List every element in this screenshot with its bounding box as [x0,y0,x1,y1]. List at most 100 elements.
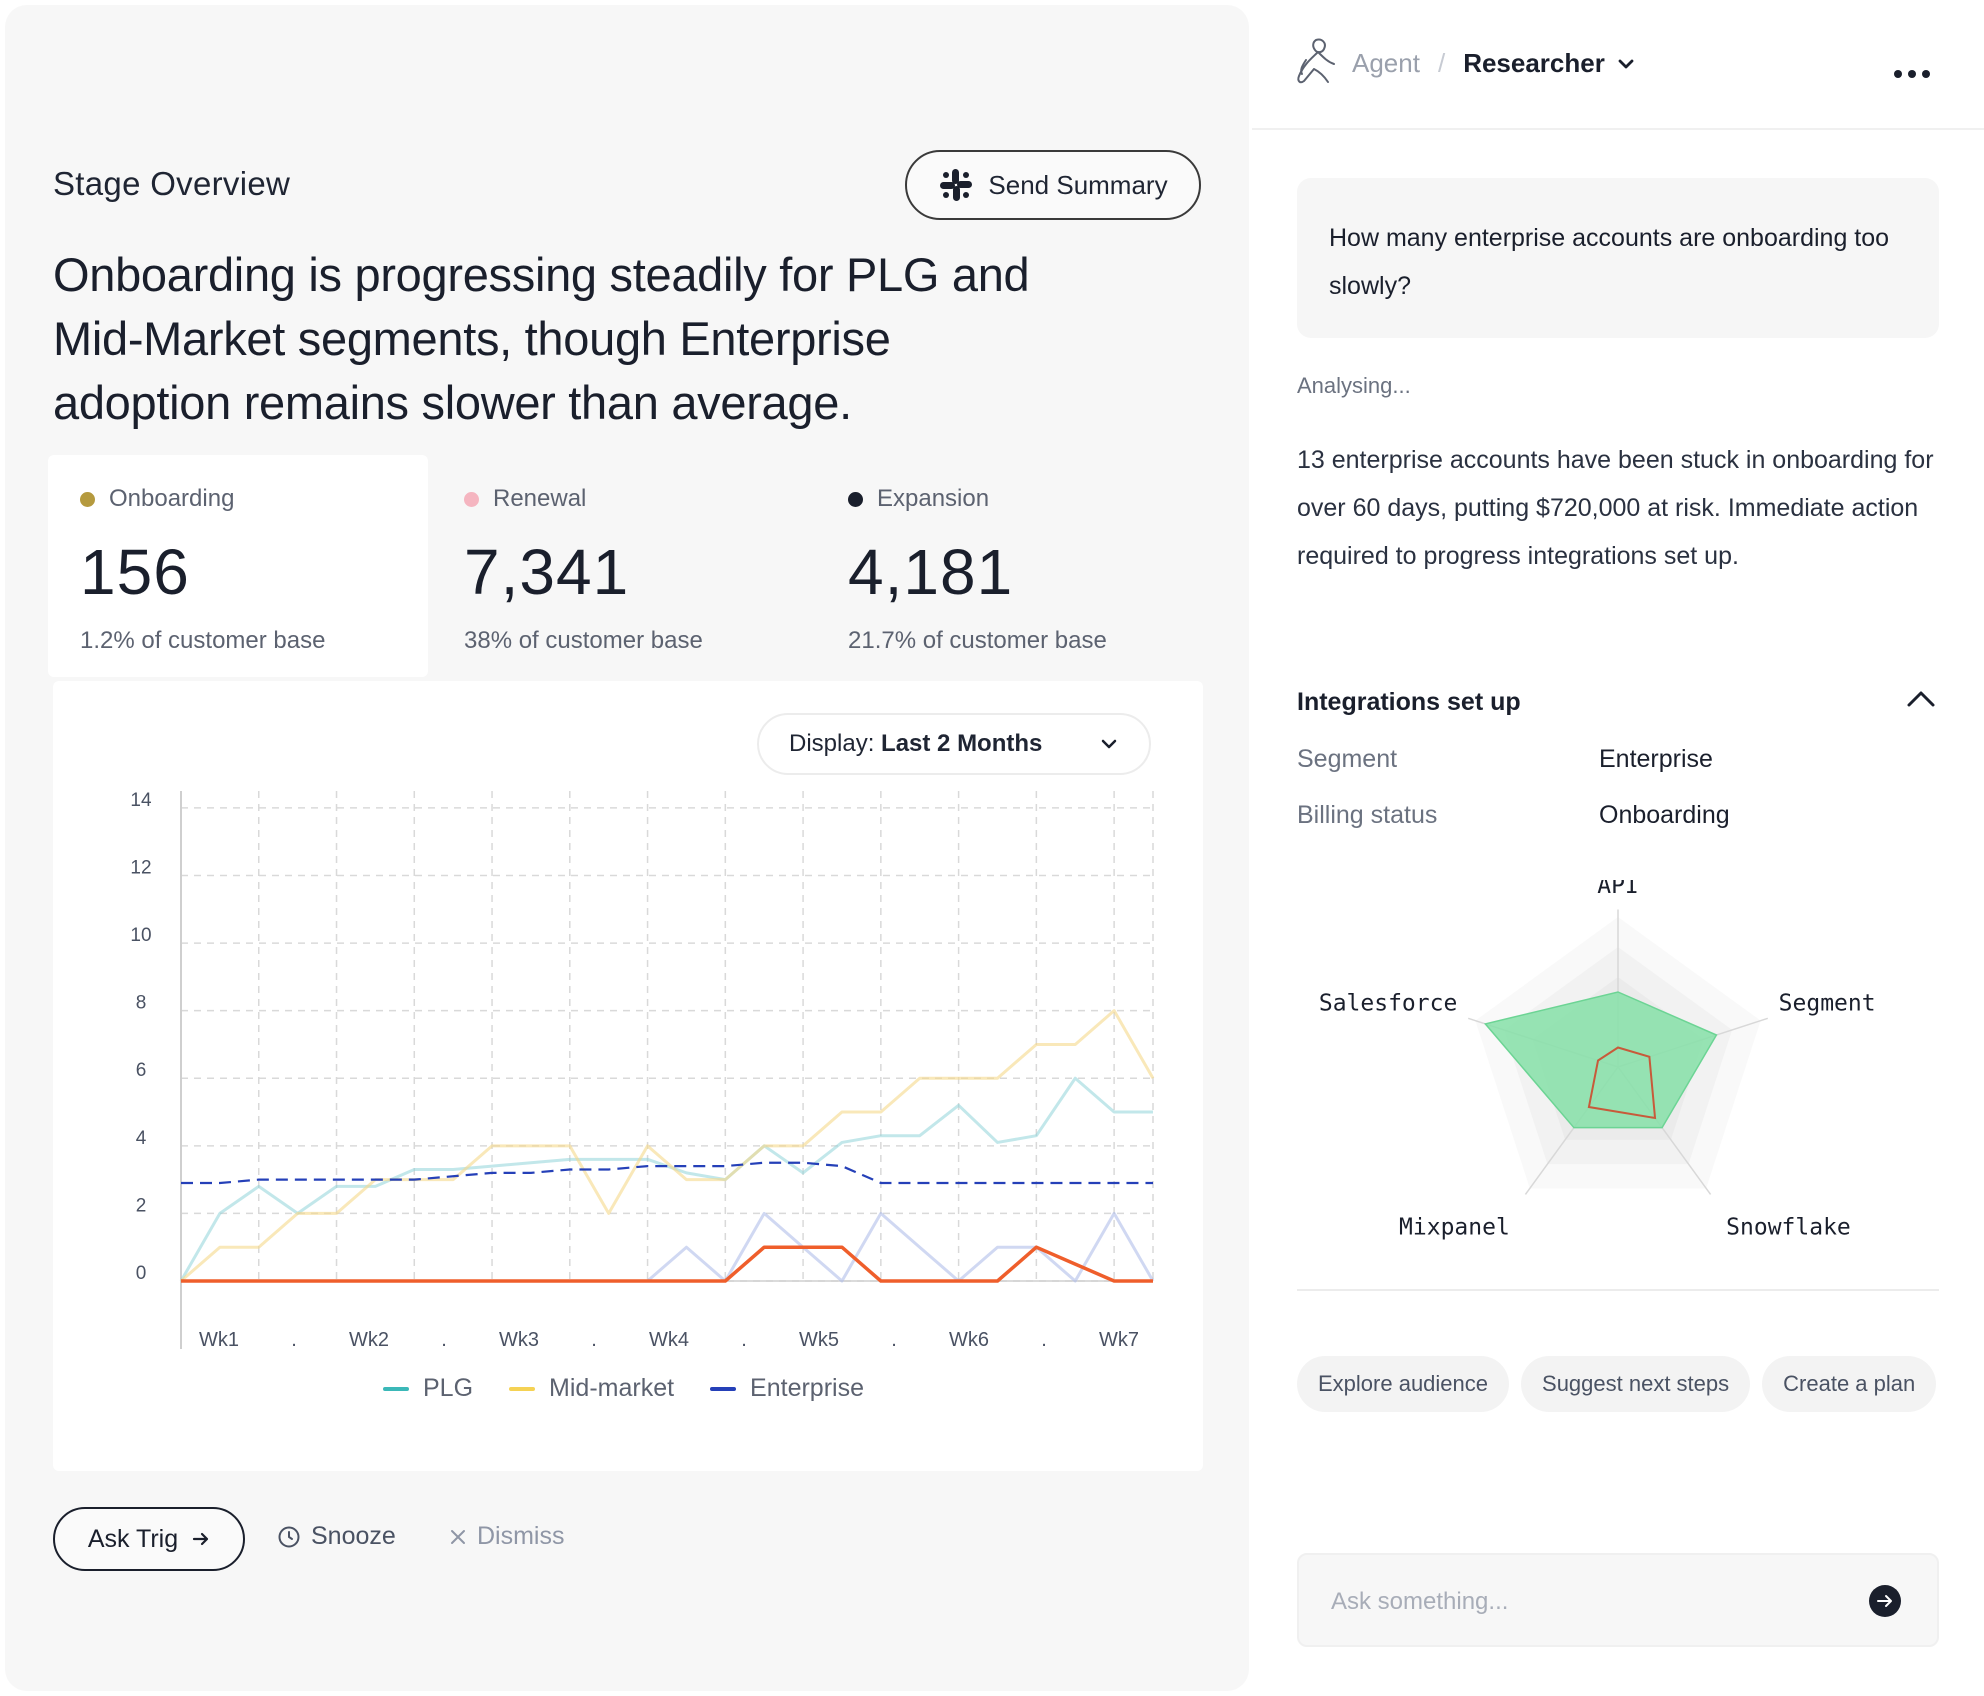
agent-answer: 13 enterprise accounts have been stuck i… [1297,446,1934,570]
onboarding-dot [80,491,95,507]
detail-key-segment: Segment [1297,745,1398,773]
integrations-section-title[interactable]: Integrations set up [1297,688,1521,716]
x-tick-label: Wk7 [1099,1329,1139,1351]
display-range-select[interactable]: Display: Last 2 Months [757,713,1151,775]
y-tick-label: 8 [136,993,147,1014]
stage-overview-panel: Stage Overview Send Summary Onboarding i… [5,5,1249,1691]
display-prefix: Display: [789,730,875,757]
onboarding-line-chart: 0 2 4 6 8 10 12 14 Wk1. Wk2. Wk3. Wk4. Wk5. Wk6. Wk7 [130,790,1155,1351]
legend-item-enterprise: Enterprise [710,1374,864,1403]
expansion-dot [848,491,863,507]
y-tick-label: 2 [136,1195,147,1216]
stat-value: 4,181 [848,536,1014,608]
legend-swatch [710,1386,737,1391]
y-tick-label: 4 [136,1128,147,1149]
x-tick-label: Wk6 [949,1329,989,1351]
series-line-plg [179,1076,1153,1282]
radar-axis-label: API [1597,880,1639,899]
send-summary-label: Send Summary [988,169,1168,200]
ask-input-box [1297,1553,1939,1647]
x-tick-label: Wk2 [349,1329,389,1351]
ask-trig-button[interactable]: Ask Trig [53,1507,245,1571]
x-tick-label: . [1041,1329,1047,1351]
stat-subtext: 38% of customer base [464,627,703,654]
detail-value-billing-status: Onboarding [1599,801,1730,829]
user-question-bubble: How many enterprise accounts are onboard… [1297,178,1939,338]
integrations-radar-chart: API Segment Snowflake Mixpanel Salesforce [1319,880,1876,1240]
legend-item-plg: PLG [383,1374,473,1403]
breadcrumb-separator: / [1437,48,1446,78]
stat-label: Expansion [877,485,990,512]
stat-value: 156 [80,536,190,608]
chip-create-a-plan[interactable]: Create a plan [1762,1356,1937,1412]
ask-input[interactable] [1329,1581,1853,1623]
series-line-mid-market [180,1009,1155,1283]
x-tick-label: . [291,1329,297,1351]
x-tick-label: . [891,1329,897,1351]
stat-subtext: 21.7% of customer base [848,627,1107,654]
series-line-enterprise [181,1161,1153,1185]
x-tick-label: Wk5 [799,1329,839,1351]
stat-label: Onboarding [109,485,235,512]
y-tick-label: 14 [130,790,152,811]
chip-suggest-next-steps[interactable]: Suggest next steps [1521,1356,1751,1412]
display-value: Last 2 Months [881,730,1043,757]
stat-card-onboarding[interactable]: Onboarding 156 1.2% of customer base [48,455,428,677]
divider [1297,1289,1939,1291]
x-tick-label: Wk4 [649,1329,689,1351]
detail-key-billing-status: Billing status [1297,801,1438,829]
y-tick-label: 10 [130,925,151,946]
chevron-up-icon[interactable] [1904,686,1938,710]
arrow-right-icon [193,1532,209,1546]
insight-headline: Onboarding is progressing steadily for P… [53,248,1030,429]
page-title: Stage Overview [53,165,291,202]
radar-axis-label: Snowflake [1726,1214,1851,1240]
stat-card-renewal[interactable]: Renewal 7,341 38% of customer base [432,455,812,677]
arrow-right-icon [1877,1595,1892,1607]
x-tick-label: . [591,1329,597,1351]
agent-logo-icon [1297,38,1335,84]
radar-series-outline [1587,1046,1657,1120]
stat-value: 7,341 [464,536,630,608]
y-tick-label: 6 [136,1060,147,1081]
agent-status: Analysing... [1297,373,1411,398]
breadcrumb-agent[interactable]: Agent [1352,48,1420,78]
breadcrumb-researcher[interactable]: Researcher [1463,48,1635,79]
stat-card-expansion[interactable]: Expansion 4,181 21.7% of customer base [816,455,1196,677]
breadcrumb: Agent / Researcher [1352,48,1635,79]
detail-value-segment: Enterprise [1599,745,1713,773]
suggestion-chips: Explore audience Suggest next steps Crea… [1297,1356,1937,1412]
legend-item-mid-market: Mid-market [509,1374,674,1403]
chevron-down-icon [1101,739,1117,749]
chip-explore-audience[interactable]: Explore audience [1297,1356,1510,1412]
researcher-label: Researcher [1463,48,1605,78]
radar-axis-label: Salesforce [1319,991,1457,1017]
chart-card: Display: Last 2 Months 0 2 4 6 8 10 12 14 Wk1. Wk… [53,681,1203,1471]
renewal-dot [464,491,479,507]
x-tick-label: . [441,1329,447,1351]
y-tick-label: 0 [136,1263,147,1284]
slack-icon [940,169,973,201]
display-label: Display: Last 2 Months [789,730,1042,758]
x-tick-label: Wk1 [199,1329,239,1351]
legend-label: Mid-market [549,1374,675,1402]
agent-topbar: Agent / Researcher [1252,0,1984,130]
legend-label: PLG [423,1374,474,1402]
snooze-button[interactable]: Snooze [277,1522,396,1551]
legend-swatch [509,1386,536,1391]
send-summary-button[interactable]: Send Summary [905,150,1201,220]
send-message-button[interactable] [1869,1585,1901,1617]
agent-panel: Agent / Researcher How many enterprise a… [1252,0,1984,1696]
y-tick-label: 12 [130,857,151,878]
radar-axis-label: Mixpanel [1399,1214,1510,1240]
chevron-down-icon [1618,59,1634,68]
series-line-secondary-4 [181,1245,1153,1283]
x-tick-label: . [741,1329,747,1351]
more-options-icon[interactable] [1892,54,1932,88]
clock-icon [278,1526,300,1547]
radar-axis-label: Segment [1779,991,1876,1017]
stat-subtext: 1.2% of customer base [80,627,326,654]
dismiss-button[interactable]: Dismiss [449,1522,565,1551]
legend-swatch [383,1386,409,1391]
close-icon [451,1529,465,1544]
